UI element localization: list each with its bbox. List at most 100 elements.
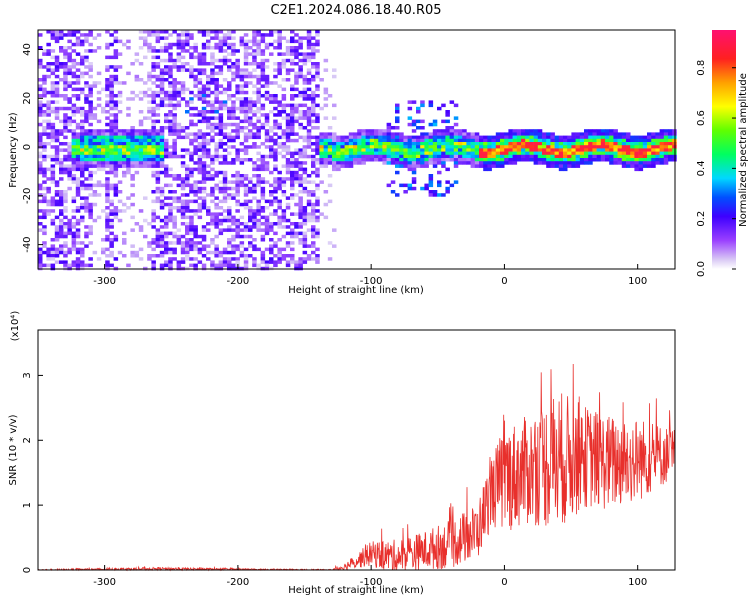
spectrogram-cell [151, 148, 156, 152]
spectrogram-cell [327, 199, 333, 204]
spectrogram-cell [365, 132, 371, 136]
spectrogram-cell [600, 154, 606, 159]
spectrogram-cell [193, 234, 198, 239]
spectrogram-cell [437, 148, 442, 152]
spectrogram-cell [647, 135, 652, 140]
spectrogram-cell [42, 87, 47, 92]
spectrogram-cell [453, 103, 459, 108]
spectrogram-cell [273, 94, 278, 98]
spectrogram-cell [130, 161, 135, 165]
spectrogram-cell [176, 42, 182, 47]
spectrogram-cell [420, 132, 425, 136]
spectrogram-cell [185, 167, 190, 172]
spectrogram-cell [151, 90, 156, 95]
spectrogram-cell [348, 161, 354, 165]
spectrogram-cell [54, 161, 60, 165]
spectrogram-cell [172, 97, 177, 101]
spectrogram-cell [38, 87, 43, 92]
spectrogram-cell [159, 138, 165, 143]
spectrogram-cell [428, 151, 434, 156]
spectrogram-cell [189, 167, 194, 172]
spectrogram-cell [201, 135, 207, 140]
spectrogram-cell [264, 225, 270, 229]
spectrogram-cell [474, 135, 480, 140]
spectrogram-cell [290, 84, 295, 88]
spectrogram-cell [495, 154, 501, 159]
spectrogram-cell [222, 100, 228, 104]
spectrogram-cell [42, 209, 47, 213]
spectrogram-cell [277, 145, 282, 149]
spectrogram-cell [88, 106, 93, 111]
spectrogram-cell [638, 167, 644, 172]
spectrogram-cell [222, 190, 228, 194]
spectrogram-cell [306, 42, 312, 47]
spectrogram-cell [101, 106, 106, 111]
spectrogram-cell [458, 135, 463, 140]
spectrogram-cell [71, 222, 77, 226]
spectrogram-cell [306, 97, 312, 101]
spectrogram-cell [88, 154, 93, 159]
spectrogram-cell [206, 228, 211, 232]
spectrogram-cell [134, 222, 140, 226]
spectrogram-cell [218, 36, 224, 40]
spectrogram-cell [668, 129, 673, 133]
spectrogram-cell [550, 138, 555, 143]
spectrogram-cell [327, 94, 333, 98]
spectrogram-cell [302, 52, 308, 56]
spectrogram-cell [42, 110, 47, 114]
spectrogram-cell [294, 71, 299, 76]
spectrogram-cell [294, 46, 299, 50]
spectrogram-cell [655, 142, 660, 146]
spectrogram-cell [84, 110, 89, 114]
spectrogram-cell [516, 148, 522, 152]
spectrogram-cell [235, 132, 240, 136]
spectrogram-cell [206, 116, 211, 120]
spectrogram-cell [344, 135, 350, 140]
spectrogram-cell [155, 103, 161, 108]
spectrogram-cell [84, 39, 89, 44]
spectrogram-cell [201, 132, 207, 136]
spectrogram-cell [269, 154, 274, 159]
spectrogram-cell [164, 42, 169, 47]
spectrogram-cell [164, 247, 169, 252]
spectrogram-cell [634, 138, 639, 143]
spectrogram-cell [54, 113, 60, 117]
spectrogram-cell [159, 46, 165, 50]
spectrogram-cell [651, 151, 656, 156]
spectrogram-cell [134, 142, 140, 146]
spectrogram-cell [285, 68, 291, 72]
spectrogram-cell [38, 65, 43, 69]
spectrogram-cell [311, 228, 316, 232]
spectrogram-cell [80, 135, 85, 140]
spectrogram-cell [113, 55, 119, 60]
spectrogram-cell [348, 154, 354, 159]
spectrogram-cell [88, 90, 93, 95]
spectrogram-cell [269, 250, 274, 255]
spectrogram-cell [159, 74, 165, 79]
spectrogram-cell [134, 250, 140, 255]
spectrogram-cell [302, 212, 308, 216]
spectrogram-cell [84, 202, 89, 207]
spectrogram-cell [277, 238, 282, 242]
spectrogram-cell [172, 218, 177, 223]
spectrogram-cell [38, 94, 43, 98]
spectrogram-cell [243, 116, 249, 120]
spectrogram-cell [621, 151, 627, 156]
spectrogram-cell [235, 122, 240, 127]
spectrogram-cell [46, 113, 51, 117]
spectrogram-cell [252, 36, 257, 40]
spectrogram-cell [96, 148, 102, 152]
spectrogram-cell [75, 228, 81, 232]
spectrogram-cell [193, 55, 198, 60]
spectrogram-cell [428, 142, 434, 146]
spectrogram-cell [59, 234, 64, 239]
spectrogram-cell [432, 164, 438, 168]
spectrogram-cell [54, 58, 60, 63]
spectrogram-cell [67, 116, 72, 120]
spectrogram-cell [164, 174, 169, 178]
spectrogram-cell [189, 65, 194, 69]
spectrogram-cell [92, 135, 98, 140]
spectrogram-cell [533, 129, 539, 133]
spectrogram-cell [155, 158, 161, 162]
spectrogram-cell [315, 148, 320, 152]
